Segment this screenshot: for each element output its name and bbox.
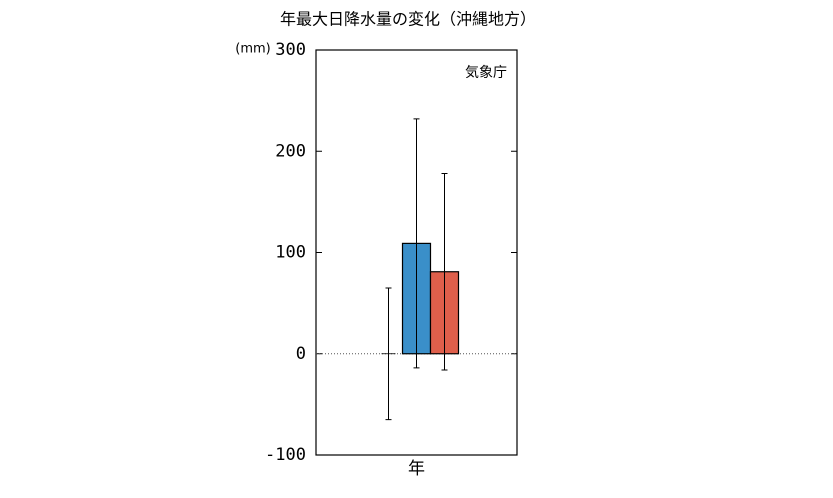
chart-title: 年最大日降水量の変化（沖縄地方）	[280, 10, 536, 29]
error-bar	[441, 173, 448, 371]
y-tick-label: 0	[296, 344, 306, 364]
y-tick-label: 200	[275, 141, 306, 161]
y-unit: (mm)	[235, 42, 270, 57]
error-bar	[413, 118, 420, 369]
error-bar	[385, 287, 392, 421]
y-tick-label: -100	[265, 445, 306, 465]
x-tick-label: 年	[408, 459, 425, 479]
source-note: 気象庁	[465, 65, 507, 81]
y-tick-label: 300	[275, 40, 306, 60]
y-tick-label: 100	[275, 243, 306, 263]
